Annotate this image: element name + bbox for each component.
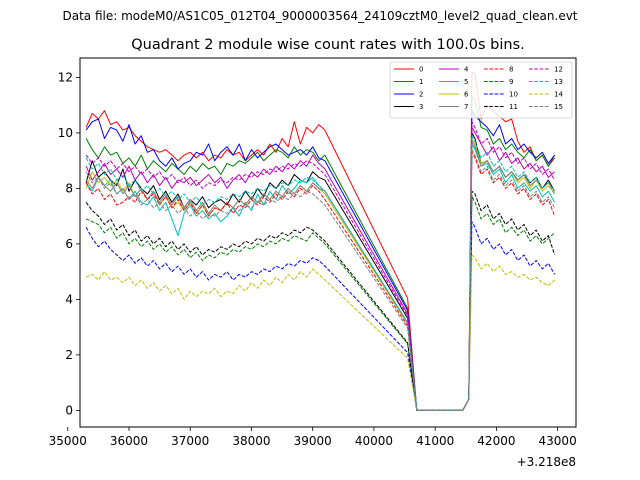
series-1-line	[85, 96, 556, 411]
x-tick-label: 43000	[539, 434, 577, 448]
y-axis: 0 2 4 6 8 10 12	[58, 71, 80, 418]
legend-label-6: 6	[464, 91, 469, 99]
series-7-line	[85, 140, 556, 411]
series-5-line	[85, 143, 556, 411]
y-tick-label: 2	[65, 348, 73, 362]
legend-label-2: 2	[419, 91, 423, 99]
legend-label-5: 5	[464, 78, 468, 86]
x-tick-label: 42000	[477, 434, 515, 448]
axes-frame	[79, 57, 577, 428]
series-9-line	[85, 196, 555, 411]
series-14-line	[85, 254, 555, 411]
series-10-line	[85, 221, 556, 411]
legend-label-13: 13	[554, 78, 563, 86]
series-4-line	[85, 126, 555, 411]
x-tick-label: 41000	[416, 434, 454, 448]
x-axis-offset-label: +3.218e8	[517, 455, 576, 469]
series-11-line	[85, 190, 556, 411]
y-tick-label: 10	[58, 126, 73, 140]
x-tick-label: 37000	[171, 434, 209, 448]
plot-area	[85, 71, 556, 411]
legend-label-4: 4	[464, 66, 469, 74]
legend-label-8: 8	[509, 66, 513, 74]
legend-label-7: 7	[464, 103, 468, 111]
x-tick-label: 35000	[49, 434, 87, 448]
series-13-line	[85, 135, 556, 411]
series-2-line	[85, 110, 556, 411]
x-tick-label: 38000	[232, 434, 270, 448]
legend-label-10: 10	[509, 91, 518, 99]
legend-label-9: 9	[509, 78, 513, 86]
y-tick-label: 12	[58, 71, 73, 85]
legend-label-11: 11	[509, 103, 518, 111]
y-tick-label: 4	[65, 293, 73, 307]
series-12-line	[85, 121, 556, 411]
x-tick-label: 40000	[355, 434, 393, 448]
chart-title: Quadrant 2 module wise count rates with …	[131, 37, 525, 53]
legend-label-14: 14	[554, 91, 563, 99]
legend-label-0: 0	[419, 66, 423, 74]
series-15-line	[85, 149, 556, 411]
x-tick-label: 36000	[110, 434, 148, 448]
y-tick-label: 0	[65, 404, 73, 418]
legend-label-1: 1	[419, 78, 423, 86]
legend-label-15: 15	[554, 103, 563, 111]
x-axis: 35000 36000 37000 38000 39000 40000 41000 42000…	[49, 427, 577, 448]
legend-box	[389, 61, 573, 119]
y-tick-label: 8	[65, 182, 73, 196]
figure-suptitle: Data file: modeM0/AS1C05_012T04_90000035…	[62, 9, 577, 23]
legend-label-12: 12	[554, 66, 563, 74]
y-tick-label: 6	[65, 237, 73, 251]
legend-label-3: 3	[419, 103, 423, 111]
x-tick-label: 39000	[294, 434, 332, 448]
series-8-line	[85, 151, 556, 411]
